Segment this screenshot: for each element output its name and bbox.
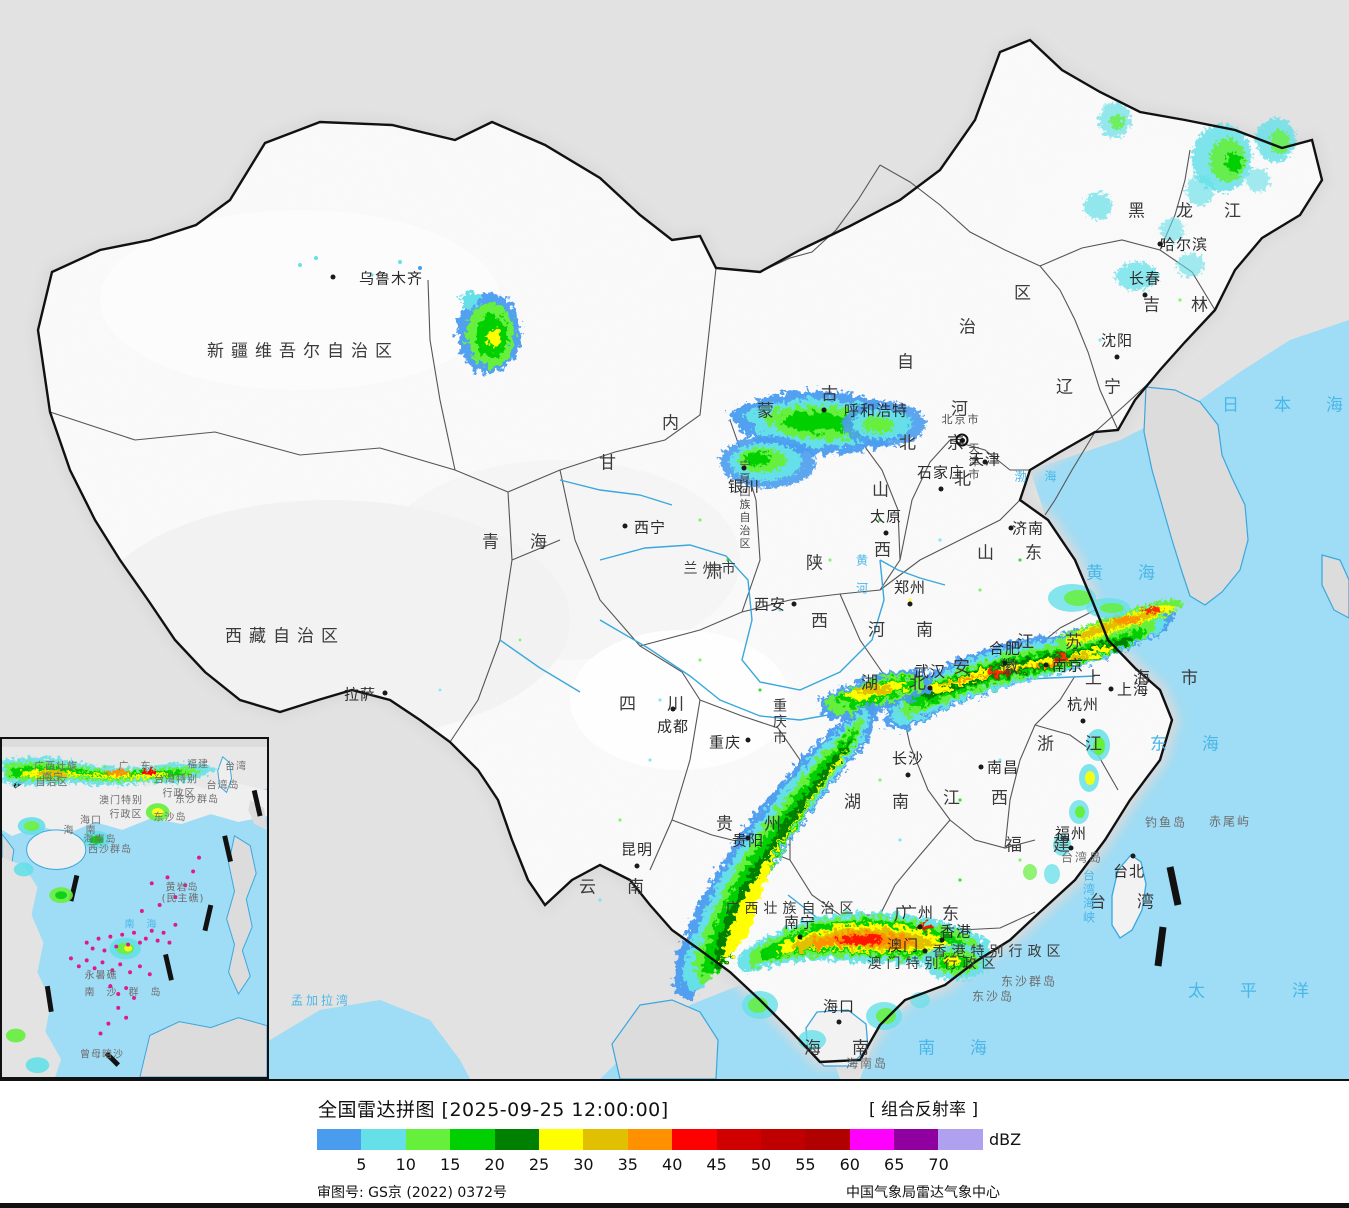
legend-product-name: [ 组合反射率 ] — [869, 1100, 979, 1120]
city-marker — [927, 685, 933, 691]
city-marker — [821, 407, 827, 413]
city-marker — [938, 486, 944, 492]
map-approval-number: 审图号: GS京 (2022) 0372号 — [317, 1185, 507, 1201]
city-marker — [1157, 241, 1163, 247]
echo-northeast — [1084, 102, 1296, 290]
colorbar-swatch-9 — [716, 1129, 761, 1150]
city-marker — [745, 737, 751, 743]
city-marker — [634, 863, 640, 869]
japan-sliver — [1321, 554, 1349, 619]
city-marker — [1108, 686, 1114, 692]
inset-map — [2, 739, 267, 1077]
colorbar-swatch-10 — [760, 1129, 806, 1150]
colorbar-tick-15: 15 — [440, 1155, 461, 1174]
colorbar-tick-70: 70 — [928, 1155, 949, 1174]
city-marker — [1114, 354, 1120, 360]
colorbar-swatch-13 — [894, 1129, 939, 1150]
city-marker — [917, 924, 923, 930]
inset-reef-markers — [68, 855, 201, 1036]
city-marker — [670, 706, 676, 712]
colorbar-swatch-2 — [405, 1129, 451, 1150]
dash-lines — [1154, 866, 1182, 967]
dbz-tick-labels: 5 10 15 20 25 30 35 40 45 50 55 60 65 70 — [300, 1155, 1020, 1177]
echo-jiangsu-coast — [1055, 600, 1185, 652]
colorbar-swatch-4 — [494, 1129, 539, 1150]
city-marker — [1043, 662, 1049, 668]
colorbar-tick-50: 50 — [750, 1155, 772, 1174]
city-marker — [330, 274, 336, 280]
colorbar-tick-25: 25 — [528, 1155, 550, 1174]
city-marker — [939, 937, 945, 943]
city-marker — [382, 690, 388, 696]
city-marker — [836, 1019, 842, 1025]
city-marker — [1068, 845, 1074, 851]
colorbar-tick-55: 55 — [795, 1155, 816, 1174]
city-marker — [1080, 718, 1086, 724]
echo-yellow-sea — [1048, 584, 1130, 618]
dbz-colorbar — [317, 1129, 983, 1150]
colorbar-swatch-8 — [672, 1129, 717, 1150]
city-marker — [907, 601, 913, 607]
echo-xinjiang — [457, 292, 521, 373]
colorbar-swatch-6 — [583, 1129, 628, 1150]
taiwan-island — [1111, 854, 1147, 939]
colorbar-tick-10: 10 — [395, 1155, 416, 1174]
colorbar-tick-20: 20 — [484, 1155, 505, 1174]
national-boundary — [36, 38, 1324, 1064]
bay-of-bengal — [230, 1000, 470, 1079]
issuing-agency: 中国气象局雷达气象中心 — [846, 1185, 1000, 1201]
colorbar-swatch-5 — [538, 1129, 584, 1150]
inset-echo-layer — [2, 757, 219, 1074]
south-china-sea-inset[interactable]: 广西壮族 自治区广 东台湾特别 行政区 台湾岛 台湾 福建 南宁 澳门特别 行政区 东沙群岛 东沙岛… — [0, 737, 269, 1079]
radar-map-panel[interactable]: 新疆维吾尔自治区 西藏自治区青 海甘肃内蒙古自治区宁夏回族自治区陕西河 南山西河北… — [0, 0, 1349, 1079]
city-marker — [797, 934, 803, 940]
colorbar-swatch-3 — [450, 1129, 495, 1150]
echo-hubei — [819, 670, 933, 721]
korea-peninsula — [1143, 386, 1249, 606]
city-marker — [1130, 853, 1136, 859]
colorbar-tick-5: 5 — [356, 1155, 367, 1174]
city-marker — [883, 530, 889, 536]
colorbar-tick-60: 60 — [839, 1155, 860, 1174]
city-marker — [741, 465, 747, 471]
radar-echo-layer — [298, 102, 1296, 1050]
colorbar-swatch-12 — [849, 1129, 895, 1150]
echo-prd — [922, 944, 990, 980]
echo-yinchuan — [720, 436, 816, 488]
colorbar-tick-40: 40 — [662, 1155, 683, 1174]
colorbar-tick-45: 45 — [706, 1155, 727, 1174]
indochina-land — [611, 999, 719, 1079]
echo-xinjiang-scatter — [298, 256, 422, 277]
city-marker — [622, 523, 628, 529]
city-marker — [791, 601, 797, 607]
colorbar-tick-35: 35 — [617, 1155, 638, 1174]
echo-south-band — [673, 700, 878, 1000]
bottom-rule — [0, 1203, 1349, 1206]
echo-zhejiang-coast — [1023, 729, 1110, 884]
colorbar-swatch-0 — [317, 1129, 362, 1150]
colorbar-swatch-11 — [805, 1129, 850, 1150]
colorbar-swatch-14 — [938, 1129, 983, 1150]
echo-beijing-west — [842, 402, 926, 446]
colorbar-tick-30: 30 — [573, 1155, 594, 1174]
colorbar-tick-65: 65 — [884, 1155, 905, 1174]
legend-footer: 全国雷达拼图 [2025-09-25 12:00:00] [ 组合反射率 ] d… — [0, 1079, 1349, 1208]
city-marker — [1008, 525, 1014, 531]
colorbar-swatch-1 — [361, 1129, 406, 1150]
city-marker — [978, 764, 984, 770]
city-marker — [905, 772, 911, 778]
city-marker — [1002, 660, 1008, 666]
echo-speckle — [438, 298, 1182, 902]
colorbar-swatch-7 — [627, 1129, 673, 1150]
city-marker — [1142, 292, 1148, 298]
legend-title: 全国雷达拼图 [2025-09-25 12:00:00] — [318, 1099, 669, 1121]
capital-marker-beijing — [955, 433, 969, 447]
city-marker — [745, 835, 751, 841]
dbz-unit-label: dBZ — [989, 1130, 1022, 1149]
city-marker — [922, 948, 928, 954]
city-marker — [982, 459, 988, 465]
